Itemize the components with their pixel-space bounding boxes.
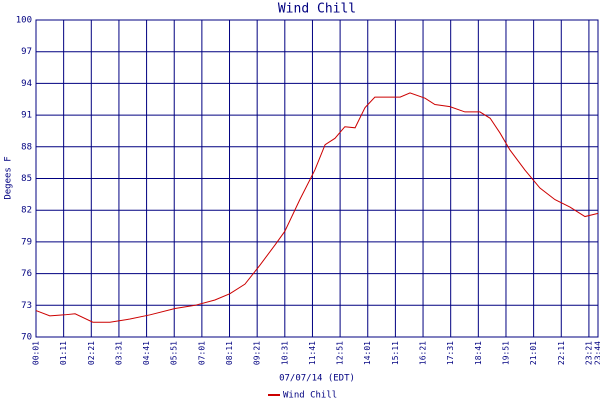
x-tick-label: 00:01	[32, 341, 41, 365]
x-tick-label: 09:21	[253, 341, 262, 365]
x-tick-label: 16:21	[419, 341, 428, 365]
x-tick-label: 08:11	[225, 341, 234, 365]
x-tick-label: 04:41	[142, 341, 151, 365]
chart-title: Wind Chill	[278, 2, 356, 17]
x-tick-label: 22:11	[557, 341, 566, 365]
x-axis-label: 07/07/14 (EDT)	[279, 374, 355, 384]
x-tick-label: 05:51	[170, 341, 179, 365]
x-tick-label: 18:41	[474, 341, 483, 365]
legend-label: Wind Chill	[283, 391, 337, 400]
x-tick-label: 11:41	[308, 341, 317, 365]
y-tick-label: 76	[21, 269, 32, 279]
y-tick-label: 82	[21, 206, 32, 216]
y-tick-label: 88	[21, 142, 32, 152]
x-tick-label: 21:01	[529, 341, 538, 365]
x-tick-label: 12:51	[336, 341, 345, 365]
y-axis-label: Degees F	[4, 156, 14, 199]
x-tick-label: 23:21	[584, 341, 593, 365]
y-tick-label: 94	[21, 79, 32, 89]
x-tick-label: 15:11	[391, 341, 400, 365]
x-tick-label: 07:01	[197, 341, 206, 365]
y-tick-label: 79	[21, 237, 32, 247]
y-tick-label: 70	[21, 333, 32, 343]
x-tick-label: 23:44	[594, 341, 600, 365]
x-tick-label: 19:51	[501, 341, 510, 365]
x-tick-label: 01:11	[59, 341, 68, 365]
x-tick-label: 17:31	[446, 341, 455, 365]
y-tick-label: 91	[21, 111, 32, 121]
x-tick-label: 02:21	[87, 341, 96, 365]
y-tick-label: 100	[16, 16, 32, 26]
y-tick-label: 73	[21, 301, 32, 311]
x-tick-label: 03:31	[114, 341, 123, 365]
x-tick-label: 10:31	[280, 341, 289, 365]
x-tick-label: 14:01	[363, 341, 372, 365]
y-tick-label: 85	[21, 174, 32, 184]
y-tick-label: 97	[21, 47, 32, 57]
data-line	[35, 92, 599, 323]
